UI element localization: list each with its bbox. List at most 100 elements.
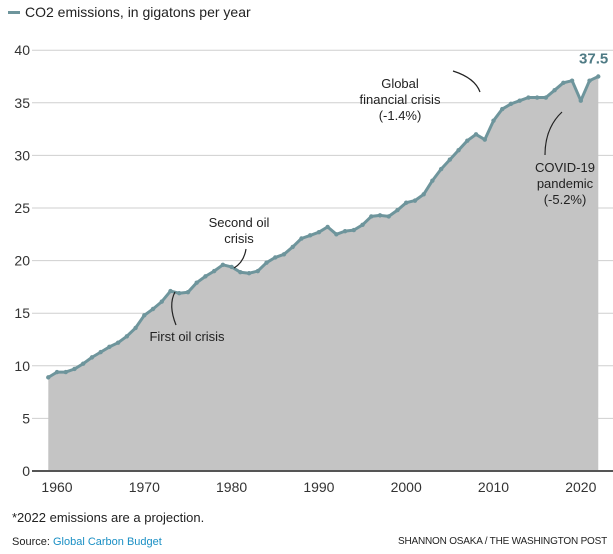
- data-point: [360, 222, 365, 228]
- data-point: [220, 262, 226, 268]
- data-point: [264, 260, 269, 265]
- data-point: [596, 74, 601, 79]
- data-point: [185, 289, 191, 295]
- data-point: [561, 80, 566, 86]
- y-tick-label: 0: [22, 463, 30, 479]
- data-point: [447, 157, 453, 162]
- data-point: [351, 227, 357, 233]
- data-point: [342, 228, 348, 234]
- data-point: [177, 291, 182, 296]
- data-point: [273, 255, 278, 260]
- annotation-text: First oil crisis: [149, 329, 225, 344]
- data-point: [142, 313, 147, 318]
- data-point: [98, 349, 103, 355]
- x-tick-label: 2010: [478, 479, 509, 495]
- data-point: [334, 232, 339, 237]
- data-point: [133, 325, 138, 331]
- source-prefix: Source:: [12, 536, 53, 548]
- data-point: [482, 137, 487, 142]
- data-point: [412, 198, 418, 203]
- data-point: [369, 214, 374, 219]
- data-point: [552, 87, 557, 93]
- annotation-arrow: [233, 248, 247, 269]
- y-tick-label: 15: [14, 305, 30, 321]
- annotation-arrow: [452, 70, 481, 93]
- data-point: [194, 280, 199, 285]
- data-point: [465, 138, 470, 143]
- area-fill: [48, 76, 599, 471]
- legend: CO2 emissions, in gigatons per year: [8, 4, 251, 20]
- data-point: [534, 95, 540, 100]
- legend-label: CO2 emissions, in gigatons per year: [25, 4, 251, 20]
- data-point: [203, 274, 208, 279]
- data-point: [386, 214, 391, 219]
- data-point: [72, 366, 77, 372]
- data-point: [500, 106, 505, 112]
- data-point: [430, 178, 435, 183]
- data-point: [526, 95, 531, 100]
- data-point: [107, 344, 112, 350]
- data-point: [115, 340, 121, 345]
- annotation-text: pandemic: [537, 176, 594, 191]
- y-tick-label: 30: [14, 147, 30, 163]
- data-point: [124, 334, 130, 339]
- data-point: [89, 355, 95, 360]
- data-point: [229, 264, 234, 270]
- y-tick-label: 25: [14, 200, 30, 216]
- data-point: [159, 299, 164, 304]
- x-tick-label: 1980: [216, 479, 247, 495]
- annotation-text: financial crisis: [360, 92, 441, 107]
- data-point: [517, 98, 522, 103]
- series-line: [47, 75, 599, 379]
- data-point: [150, 306, 156, 312]
- annotation-text: (-5.2%): [544, 192, 587, 207]
- data-point: [80, 361, 86, 366]
- annotation-text: COVID-19: [535, 160, 595, 175]
- annotation-arrow: [171, 291, 177, 326]
- x-tick-label: 1990: [303, 479, 334, 495]
- data-point: [307, 233, 313, 238]
- data-point: [508, 101, 514, 107]
- data-point: [168, 288, 173, 294]
- credit: SHANNON OSAKA / THE WASHINGTON POST: [398, 536, 607, 547]
- x-tick-label: 2020: [565, 479, 596, 495]
- data-point: [325, 224, 330, 230]
- data-point: [404, 200, 409, 205]
- last-value-label: 37.5: [579, 51, 608, 68]
- data-point: [290, 244, 295, 250]
- data-point: [238, 269, 243, 275]
- annotation-text: Second oil: [209, 215, 270, 230]
- data-point: [421, 192, 426, 197]
- footnote: *2022 emissions are a projection.: [12, 510, 205, 525]
- y-tick-label: 10: [14, 358, 30, 374]
- data-point: [54, 369, 60, 375]
- data-point: [587, 78, 592, 83]
- x-tick-label: 2000: [391, 479, 422, 495]
- data-point: [316, 229, 322, 235]
- y-tick-label: 5: [22, 410, 30, 426]
- legend-swatch: [8, 10, 20, 14]
- source: Source: Global Carbon Budget: [12, 536, 162, 548]
- data-point: [377, 213, 383, 218]
- annotation-text: Global: [381, 76, 419, 91]
- data-point: [63, 369, 68, 375]
- data-point: [456, 147, 461, 153]
- data-point: [246, 271, 252, 276]
- data-point: [46, 375, 51, 380]
- y-tick-label: 20: [14, 253, 30, 269]
- data-point: [578, 98, 583, 103]
- y-tick-label: 35: [14, 95, 30, 111]
- data-point: [255, 268, 260, 274]
- data-point: [569, 78, 575, 83]
- annotation-text: (-1.4%): [379, 108, 422, 123]
- annotation-text: crisis: [224, 231, 254, 246]
- x-tick-label: 1960: [41, 479, 72, 495]
- data-point: [211, 268, 217, 274]
- data-point: [299, 236, 304, 241]
- data-point: [395, 207, 400, 213]
- y-tick-label: 40: [14, 42, 30, 58]
- source-link[interactable]: Global Carbon Budget: [52, 536, 162, 548]
- data-point: [473, 132, 479, 137]
- data-point: [491, 118, 496, 123]
